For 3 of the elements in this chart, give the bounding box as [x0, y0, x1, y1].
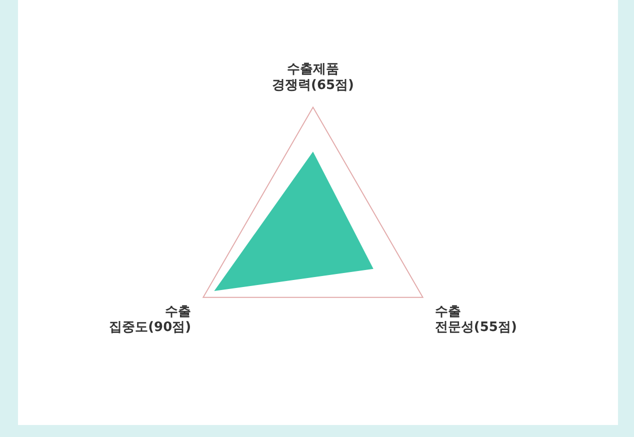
spoke-label: 수출 집중도(90점): [109, 304, 192, 336]
spoke-label: 수출제품 경쟁력(65점): [272, 62, 354, 93]
spoke-label: 수출 전문성(55점): [434, 304, 517, 336]
